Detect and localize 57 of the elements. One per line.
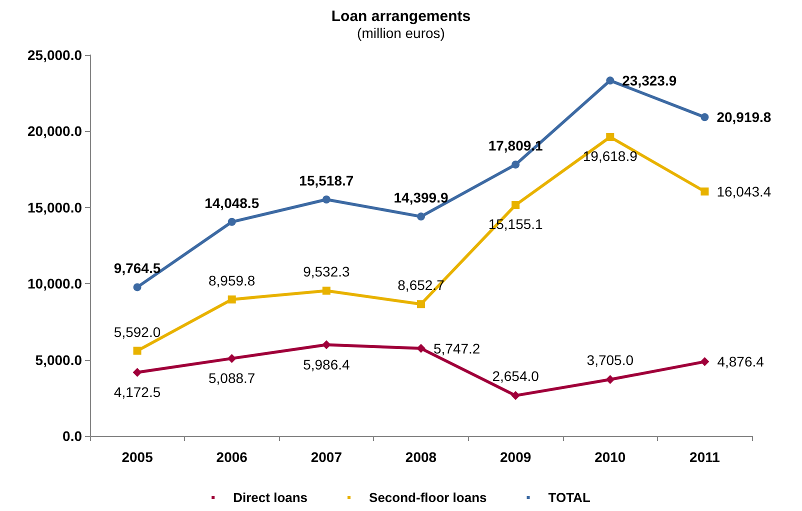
point [133,346,142,355]
legend-label: TOTAL [548,490,590,505]
x-tick-label: 2007 [310,449,342,465]
chart-subtitle: (million euros) [357,25,445,41]
point [606,375,615,384]
y-tick-label: 5,000.0 [35,352,82,368]
data-label: 2,654.0 [492,368,540,384]
point [606,133,614,142]
data-label: 15,518.7 [299,172,354,188]
y-tick-label: 10,000.0 [28,276,82,292]
x-tick-label: 2010 [594,449,626,465]
point [417,300,425,308]
y-tick-label: 15,000.0 [28,199,82,216]
data-label: 5,747.2 [434,340,480,356]
legend-label: Second-floor loans [369,490,487,505]
data-label: 9,764.5 [114,260,161,276]
point [512,160,520,169]
data-label: 5,986.4 [303,356,350,372]
x-tick-label: 2009 [500,449,532,465]
point [416,344,426,353]
point [132,368,142,377]
x-tick-label: 2005 [122,449,154,465]
point [511,391,520,400]
point [322,286,330,295]
data-label: 19,618.9 [582,148,638,164]
data-label: 14,399.9 [394,190,448,206]
point [227,354,236,363]
x-tick-label: 2006 [216,449,248,465]
point [228,218,236,226]
point [606,76,614,85]
point [133,283,142,292]
point [322,340,331,350]
point [700,188,709,196]
data-label: 16,043.4 [716,184,772,200]
legend-label: Direct loans [233,490,308,505]
data-label: 14,048.5 [204,194,260,211]
point [700,357,710,366]
data-label: 9,532.3 [303,264,350,280]
data-label: 5,088.7 [208,370,256,386]
data-label: 23,323.9 [622,72,677,89]
y-tick-label: 0.0 [62,428,82,444]
x-tick-label: 2011 [690,449,720,465]
data-label: 5,592.0 [114,324,161,340]
data-label: 3,705.0 [586,352,634,368]
point [417,212,425,221]
point [512,201,520,210]
data-label: 4,172.5 [114,384,161,400]
data-label: 4,876.4 [717,354,764,370]
data-label: 8,959.8 [208,272,256,288]
point [322,195,330,204]
point [228,295,236,304]
data-label: 20,919.8 [716,109,772,126]
point [700,113,709,122]
x-tick-label: 2008 [405,449,437,465]
chart-title: Loan arrangements [331,8,471,25]
y-tick-label: 20,000.0 [28,123,82,140]
y-tick-label: 25,000.0 [28,47,82,63]
